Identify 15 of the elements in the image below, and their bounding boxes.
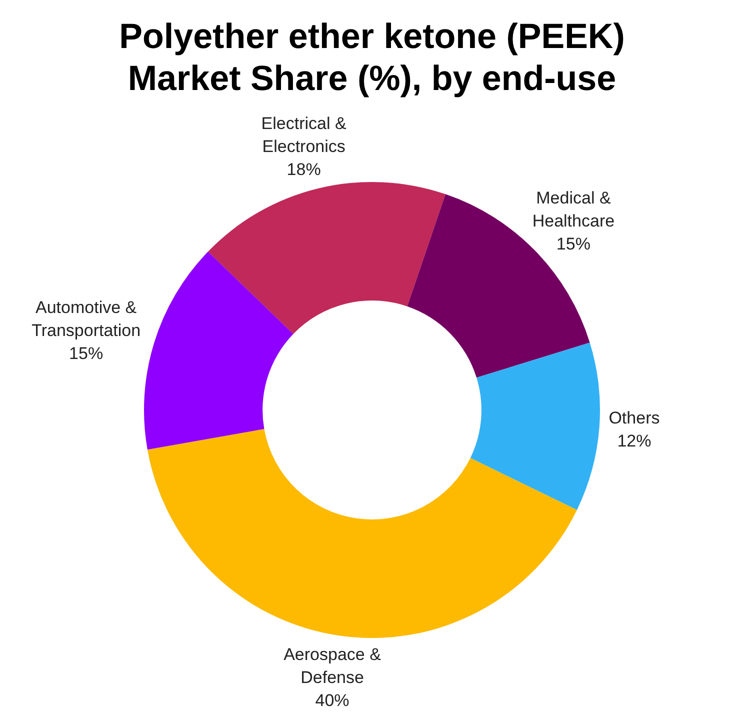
donut-slice (470, 342, 600, 510)
data-label: 18% (286, 160, 321, 180)
data-label: 12% (617, 431, 652, 450)
donut-slice (147, 429, 577, 638)
slice-label: Automotive & Transportation (32, 298, 141, 340)
donut-slice (208, 182, 446, 334)
data-label: 15% (69, 344, 104, 363)
slice-label: Medical & Healthcare (532, 188, 615, 230)
slice-label: Others (608, 408, 660, 428)
slice-label: Aerospace & Defense (284, 644, 382, 687)
data-label: 15% (556, 234, 590, 254)
data-label: 40% (315, 690, 350, 710)
donut-slice (144, 252, 294, 450)
chart-title: Polyether ether ketone (PEEK) Market Share (%), by end-use (119, 17, 625, 98)
slice-label: Electrical & Electronics (261, 114, 347, 156)
